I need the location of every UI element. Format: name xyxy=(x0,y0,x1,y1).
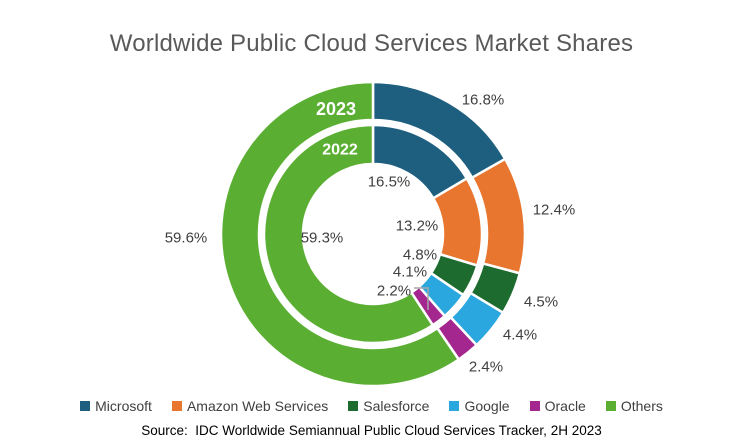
data-label-2023-microsoft: 16.8% xyxy=(462,92,505,109)
source-note: Source: IDC Worldwide Semiannual Public … xyxy=(141,423,602,438)
data-label-2023-amazon-web-services: 12.4% xyxy=(533,202,576,219)
data-label-2023-oracle: 2.4% xyxy=(469,359,503,376)
legend: Microsoft Amazon Web Services Salesforce Go… xyxy=(0,398,743,414)
legend-item-oracle: Oracle xyxy=(529,398,586,414)
legend-swatch-microsoft xyxy=(80,401,91,411)
legend-item-microsoft: Microsoft xyxy=(80,398,152,414)
legend-label: Oracle xyxy=(544,398,586,414)
leader-line-2022-oracle xyxy=(414,287,429,310)
ring-label-2023: 2023 xyxy=(316,99,356,119)
data-label-2022-others: 59.3% xyxy=(301,230,344,247)
legend-label: Amazon Web Services xyxy=(186,398,329,414)
legend-swatch-others xyxy=(605,401,616,411)
data-label-2023-salesforce: 4.5% xyxy=(524,294,558,311)
legend-swatch-oracle xyxy=(529,401,540,411)
legend-swatch-amazon-web-services xyxy=(171,401,182,411)
legend-item-google: Google xyxy=(449,398,510,414)
chart-title: Worldwide Public Cloud Services Market S… xyxy=(109,30,634,57)
legend-label: Others xyxy=(620,398,663,414)
data-label-2022-google: 4.1% xyxy=(393,264,427,281)
data-label-2023-google: 4.4% xyxy=(503,327,537,344)
data-label-2022-microsoft: 16.5% xyxy=(368,174,411,191)
data-label-2022-amazon-web-services: 13.2% xyxy=(396,218,439,235)
data-label-2022-salesforce: 4.8% xyxy=(403,247,437,264)
data-label-2023-others: 59.6% xyxy=(165,230,208,247)
legend-item-amazon-web-services: Amazon Web Services xyxy=(171,398,329,414)
legend-label: Salesforce xyxy=(363,398,430,414)
legend-swatch-google xyxy=(449,401,460,411)
legend-item-others: Others xyxy=(605,398,663,414)
legend-swatch-salesforce xyxy=(348,401,359,411)
data-label-2022-oracle: 2.2% xyxy=(377,283,411,300)
legend-label: Google xyxy=(464,398,510,414)
ring-label-2022: 2022 xyxy=(322,142,358,159)
slice-2022-others xyxy=(262,123,435,345)
legend-item-salesforce: Salesforce xyxy=(348,398,429,414)
legend-label: Microsoft xyxy=(95,398,152,414)
slice-2023-others xyxy=(219,80,461,388)
